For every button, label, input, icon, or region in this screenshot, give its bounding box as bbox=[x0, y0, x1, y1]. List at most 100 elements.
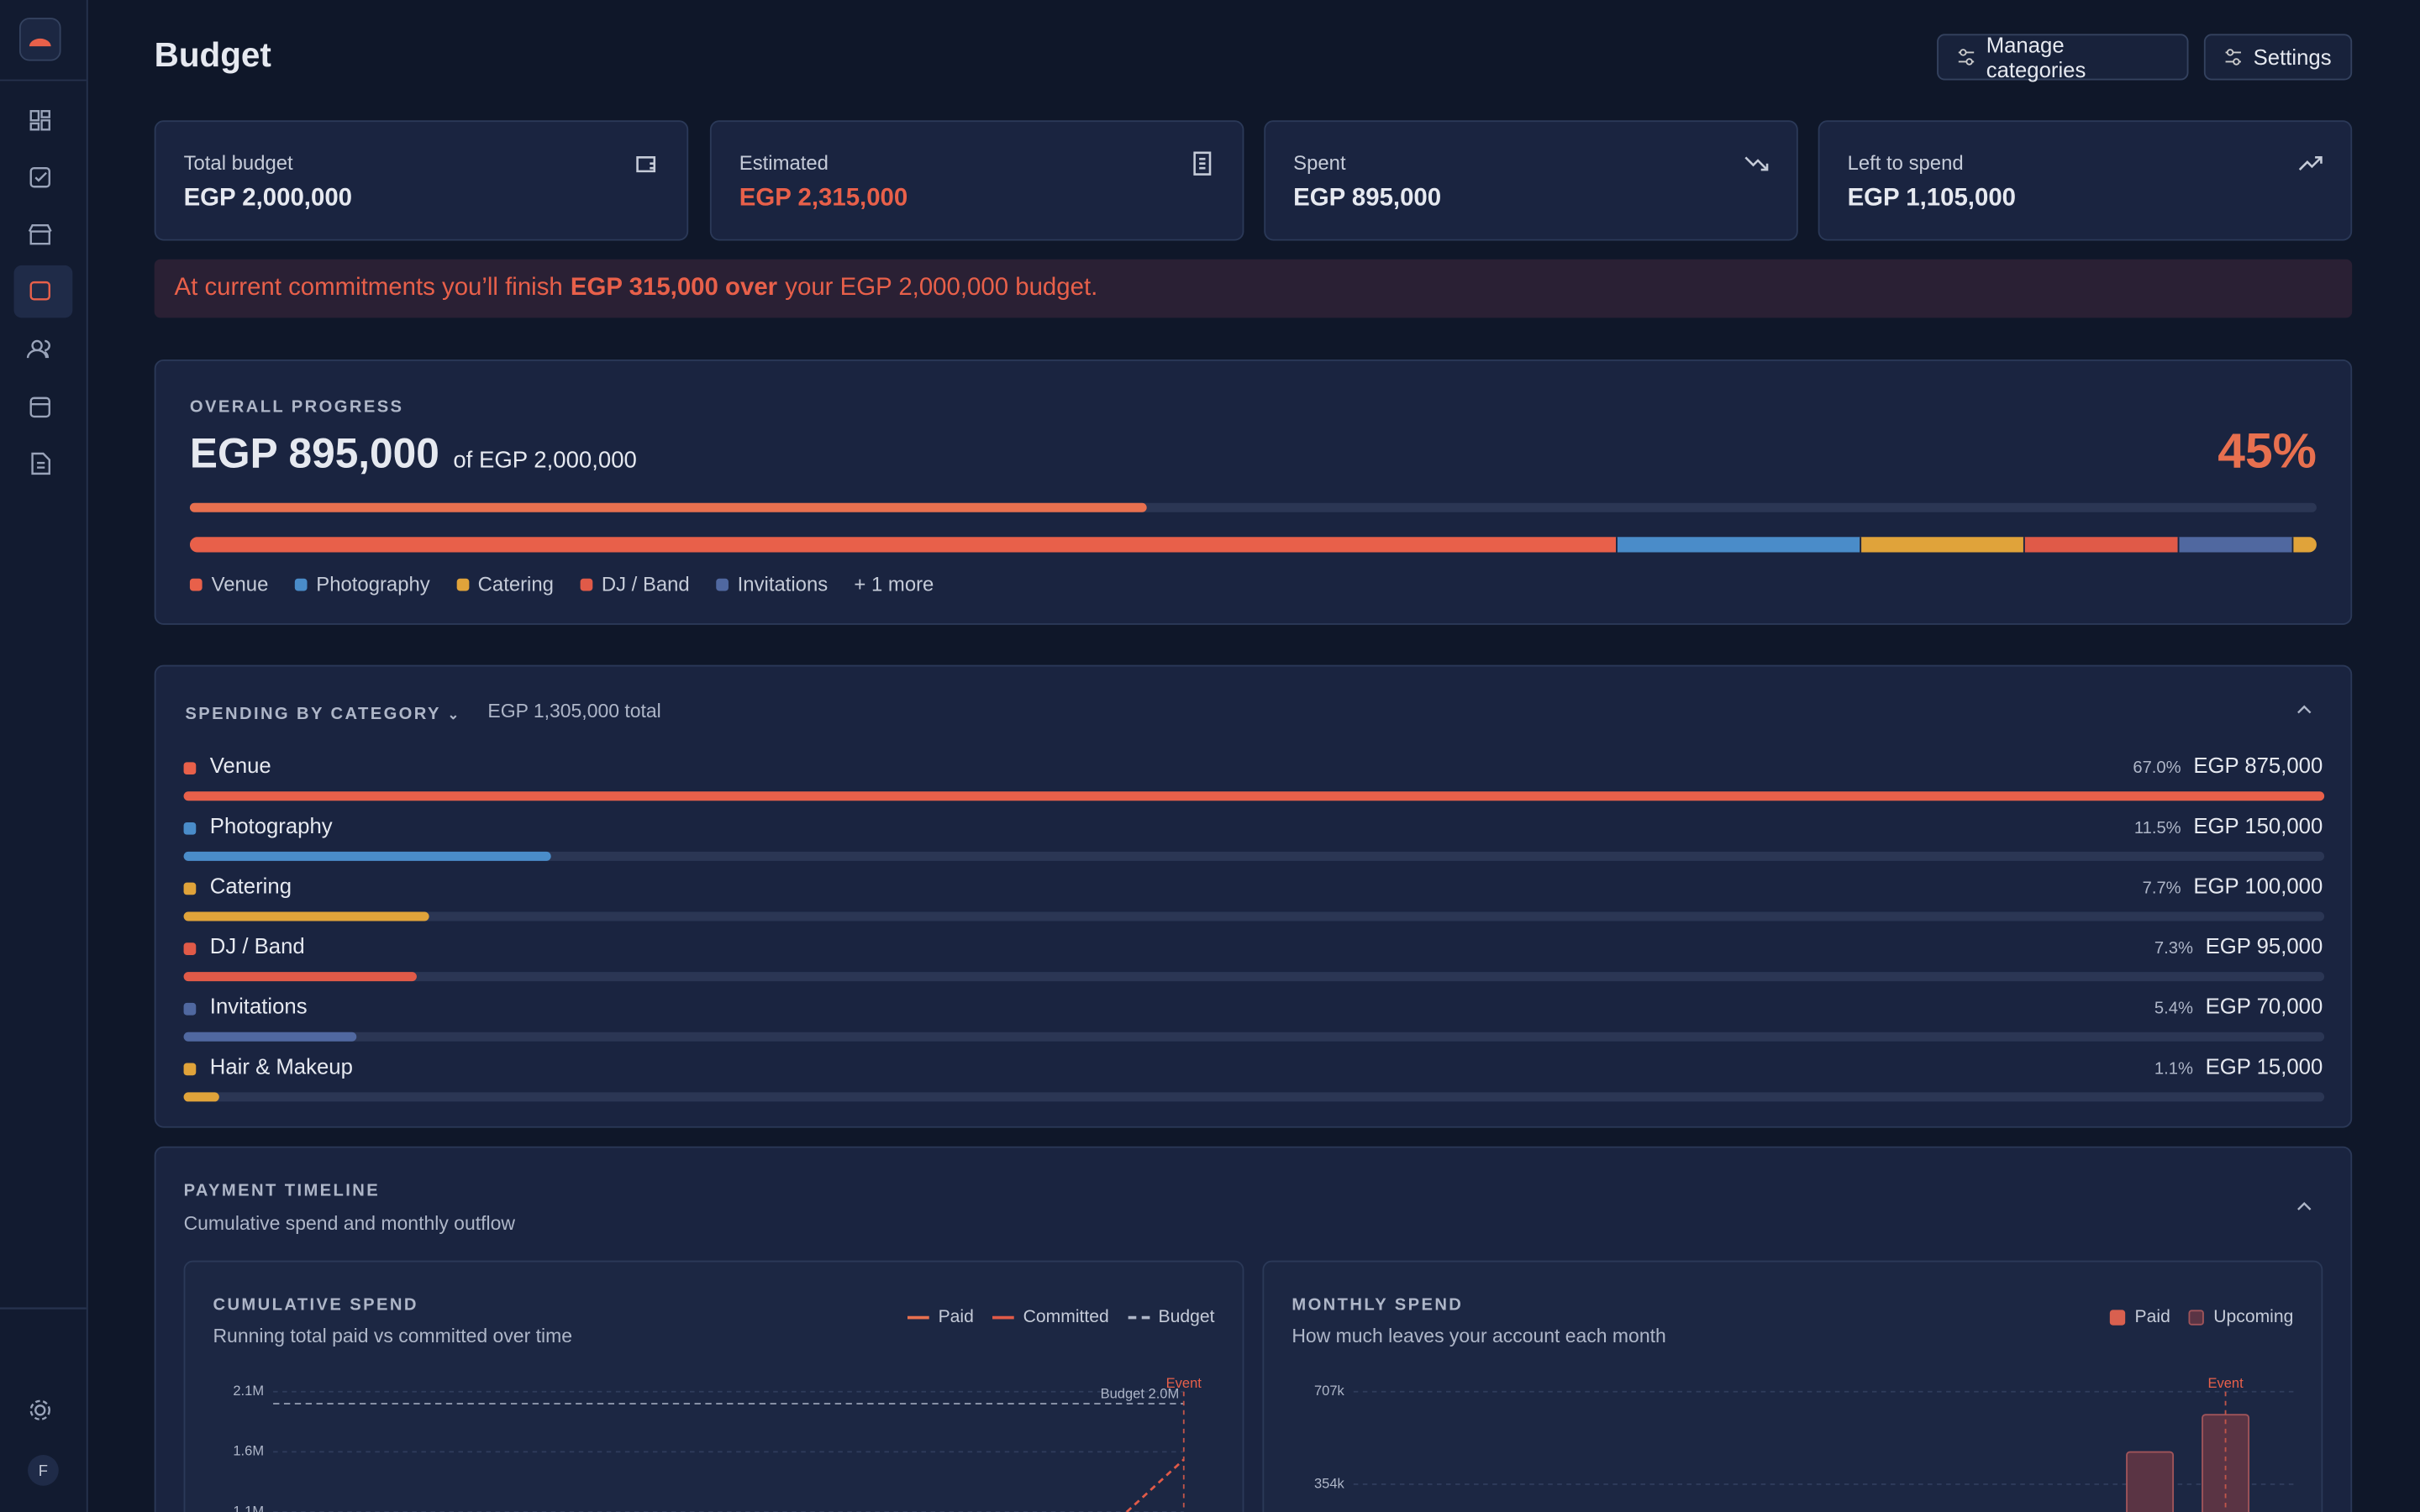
stack-segment bbox=[2291, 537, 2317, 553]
spent: EGP 895,000 bbox=[189, 430, 439, 477]
legend-swatch bbox=[2188, 1310, 2205, 1326]
legend-more: + 1 more bbox=[854, 572, 934, 596]
stat-card: Left to spend EGP 1,105,000 bbox=[1818, 120, 2353, 241]
stat-value: EGP 2,315,000 bbox=[739, 185, 908, 212]
legend-label: Committed bbox=[1023, 1308, 1109, 1327]
category-share: 1.1% bbox=[2154, 1059, 2193, 1079]
legend: Venue Photography Catering DJ / Band Invitat… bbox=[189, 572, 934, 596]
category-track bbox=[183, 1092, 2325, 1102]
category-swatch bbox=[183, 762, 197, 775]
category-total: EGP 1,305,000 total bbox=[487, 700, 661, 722]
alert-strong: EGP 315,000 over bbox=[570, 274, 778, 302]
alert-text: At current commitments you’ll finish bbox=[174, 274, 563, 302]
monthly-card: MONTHLY SPEND How much leaves your accou… bbox=[1262, 1260, 2323, 1512]
category-share: 7.3% bbox=[2154, 939, 2193, 958]
legend-swatch bbox=[992, 1315, 1014, 1320]
stat-icon bbox=[636, 156, 656, 173]
category-name: Hair & Makeup bbox=[209, 1053, 353, 1079]
legend-item: Venue bbox=[189, 572, 268, 596]
cumulative-card: CUMULATIVE SPEND Running total paid vs c… bbox=[183, 1260, 1244, 1512]
section-heading: SPENDING BY CATEGORY ⌄ bbox=[185, 705, 461, 724]
progress-amount: EGP 895,000 of EGP 2,000,000 bbox=[190, 430, 637, 478]
category-swatch bbox=[183, 882, 197, 895]
chart-title: CUMULATIVE SPEND bbox=[213, 1295, 418, 1315]
category-amount: EGP 875,000 bbox=[2193, 753, 2323, 778]
alert: At current commitments you’ll finish EGP … bbox=[154, 259, 2353, 318]
stat-card: Total budget EGP 2,000,000 bbox=[154, 120, 689, 241]
stat-icon bbox=[1193, 151, 1212, 176]
category-name: DJ / Band bbox=[209, 933, 305, 958]
settings-button[interactable]: Settings bbox=[2203, 34, 2353, 81]
stat-label: Left to spend bbox=[1847, 151, 1964, 175]
collapse-icon[interactable] bbox=[2295, 1200, 2313, 1213]
category-share: 5.4% bbox=[2154, 1000, 2193, 1019]
icon bbox=[1193, 151, 1212, 176]
category-amount: EGP 70,000 bbox=[2205, 993, 2323, 1019]
progress-track bbox=[189, 502, 2317, 512]
category-values: 7.7% EGP 100,000 bbox=[2143, 874, 2323, 898]
manage-categories-button[interactable]: Manage categories bbox=[1937, 32, 2189, 82]
category-values: 11.5% EGP 150,000 bbox=[2134, 813, 2323, 837]
stat-value: EGP 895,000 bbox=[1293, 185, 1442, 212]
category-share: 67.0% bbox=[2133, 759, 2181, 778]
legend-swatch bbox=[294, 577, 308, 591]
percent: 45% bbox=[2217, 423, 2317, 479]
category-track bbox=[183, 791, 2325, 801]
stat-label: Estimated bbox=[739, 151, 829, 175]
stat-card: Estimated EGP 2,315,000 bbox=[709, 120, 1244, 241]
legend-item: DJ / Band bbox=[580, 572, 690, 596]
category-name: Venue bbox=[209, 753, 271, 778]
legend-item: Catering bbox=[455, 572, 554, 596]
stat-value: EGP 1,105,000 bbox=[1847, 185, 2017, 212]
icon bbox=[1744, 156, 1769, 171]
legend-item: Committed bbox=[992, 1309, 1109, 1327]
page-title: Budget bbox=[154, 35, 271, 75]
legend-item: Upcoming bbox=[2188, 1308, 2294, 1327]
category-bar bbox=[183, 1032, 356, 1042]
category-bar bbox=[183, 791, 2325, 801]
legend-label: Upcoming bbox=[2213, 1308, 2294, 1327]
category-swatch bbox=[183, 942, 197, 955]
section-heading: PAYMENT TIMELINE bbox=[183, 1181, 381, 1200]
category-values: 5.4% EGP 70,000 bbox=[2154, 994, 2323, 1018]
category-swatch bbox=[183, 1002, 197, 1016]
category-name: Photography bbox=[209, 812, 333, 838]
button-label: Settings bbox=[2253, 45, 2332, 70]
category-track bbox=[183, 851, 2325, 861]
legend-label: Budget bbox=[1158, 1308, 1215, 1327]
legend-swatch bbox=[580, 577, 592, 591]
section-subtitle: Cumulative spend and monthly outflow bbox=[183, 1212, 515, 1235]
category-values: 1.1% EGP 15,000 bbox=[2154, 1053, 2323, 1078]
of-budget: of EGP 2,000,000 bbox=[453, 447, 637, 474]
category-amount: EGP 100,000 bbox=[2193, 873, 2323, 898]
section-heading: OVERALL PROGRESS bbox=[189, 397, 404, 417]
collapse-icon[interactable] bbox=[2295, 704, 2313, 717]
stack-segment bbox=[1860, 537, 2023, 553]
stack-segment bbox=[1615, 537, 1860, 553]
category-amount: EGP 95,000 bbox=[2205, 933, 2323, 958]
category-bar bbox=[183, 1092, 219, 1102]
icon bbox=[2298, 156, 2323, 171]
sidebar: F bbox=[0, 0, 88, 1512]
category-amount: EGP 15,000 bbox=[2205, 1053, 2323, 1079]
category-amount: EGP 150,000 bbox=[2193, 812, 2323, 838]
legend-label: Paid bbox=[2134, 1308, 2170, 1327]
legend: Paid Committed Budget bbox=[907, 1308, 1215, 1327]
sidebar-icons: F bbox=[0, 18, 87, 1486]
stat-value: EGP 2,000,000 bbox=[183, 185, 353, 212]
category-bar bbox=[183, 911, 430, 921]
legend-label: Photography bbox=[316, 572, 430, 596]
category-track bbox=[183, 911, 2325, 921]
legend-label: DJ / Band bbox=[601, 572, 690, 596]
stacked-bar bbox=[189, 537, 2317, 553]
category-share: 7.7% bbox=[2142, 879, 2181, 898]
legend: Paid Upcoming bbox=[2110, 1309, 2293, 1327]
category-swatch bbox=[183, 822, 197, 835]
category-share: 11.5% bbox=[2133, 819, 2181, 838]
legend-swatch bbox=[189, 577, 203, 591]
button-label: Manage categories bbox=[1986, 32, 2086, 82]
stack-segment bbox=[2178, 537, 2292, 553]
stack-segment bbox=[2023, 537, 2179, 553]
category-name: Invitations bbox=[209, 993, 308, 1019]
